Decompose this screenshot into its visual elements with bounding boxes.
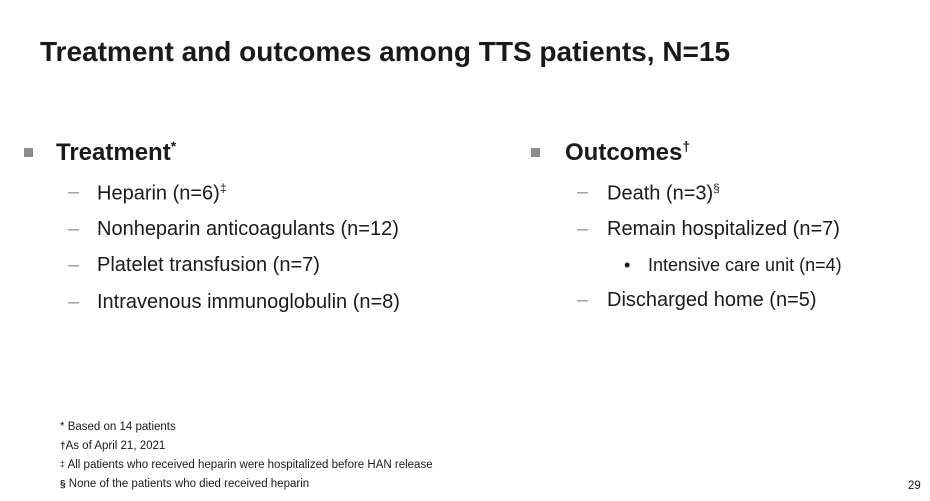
list-item: Platelet transfusion (n=7) [97, 254, 320, 276]
footnote: * Based on 14 patients [60, 421, 176, 433]
heading-mark: † [682, 138, 691, 154]
heading-text: Outcomes [565, 139, 683, 166]
dash: – [577, 289, 589, 311]
footnote-text: Based on 14 patients [67, 421, 176, 433]
footnote-symbol: * [60, 421, 65, 433]
bullet-square [531, 148, 540, 157]
item-mark: § [713, 181, 720, 195]
section-heading: Outcomes† [565, 138, 690, 167]
list-item: Intravenous immunoglobulin (n=8) [97, 291, 400, 313]
dash: – [68, 291, 80, 313]
list-item: Nonheparin anticoagulants (n=12) [97, 218, 399, 240]
item-text: Death (n=3) [607, 182, 714, 205]
list-item: Death (n=3)§ [607, 181, 720, 206]
footnote-text: None of the patients who died received h… [68, 478, 310, 490]
dash: – [68, 218, 80, 240]
dash: – [577, 218, 589, 240]
footnote: ‡ All patients who received heparin were… [60, 459, 433, 471]
footnote: †As of April 21, 2021 [60, 440, 165, 452]
list-item: Discharged home (n=5) [607, 289, 817, 311]
page-number: 29 [908, 480, 921, 492]
dash: – [68, 181, 80, 203]
footnote-text: As of April 21, 2021 [65, 440, 166, 452]
item-text: Heparin (n=6) [97, 182, 220, 205]
item-mark: ‡ [219, 181, 227, 195]
dash: – [68, 254, 80, 276]
sub-bullet: • [624, 255, 631, 275]
list-item: Heparin (n=6)‡ [97, 181, 227, 206]
section-heading: Treatment* [56, 138, 176, 167]
slide-title: Treatment and outcomes among TTS patient… [40, 36, 731, 67]
dash: – [577, 181, 589, 203]
heading-mark: * [170, 138, 177, 154]
footnote-text: All patients who received heparin were h… [67, 459, 433, 471]
footnote-symbol: § [60, 479, 66, 490]
sub-item: Intensive care unit (n=4) [648, 255, 842, 275]
heading-text: Treatment [56, 139, 171, 166]
footnote: § None of the patients who died received… [60, 478, 309, 490]
footnote-symbol: † [60, 441, 66, 452]
list-item: Remain hospitalized (n=7) [607, 218, 840, 240]
footnote-symbol: ‡ [60, 459, 66, 469]
bullet-square [24, 148, 33, 157]
